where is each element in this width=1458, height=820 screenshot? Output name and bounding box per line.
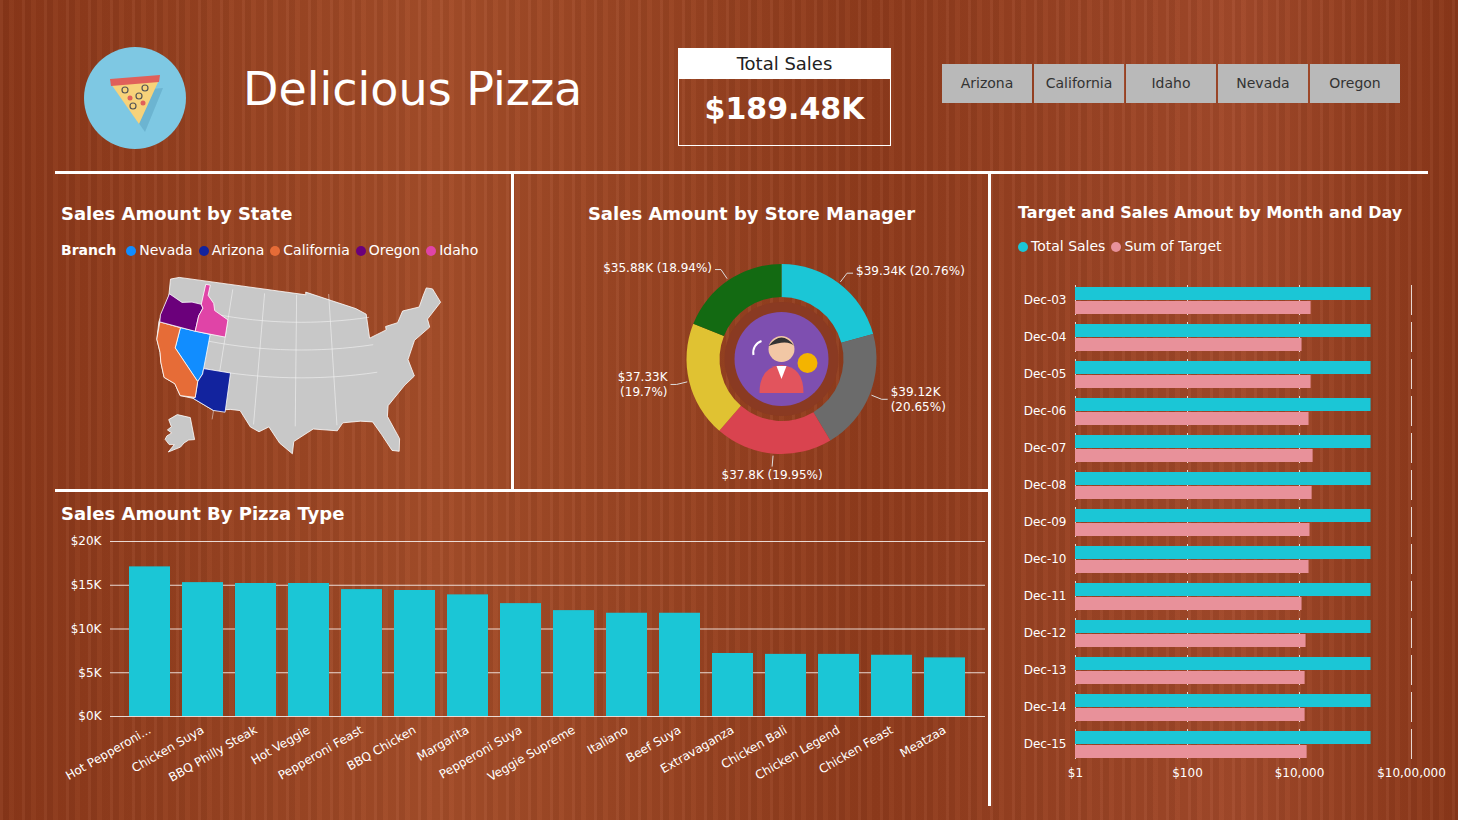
html-text:Branch: Branch	[61, 242, 117, 258]
html-text:Target and Sales Amout by Mont: Target and Sales Amout by Month and Day	[1018, 203, 1403, 222]
html-text:Total Sales: Total Sales	[1031, 238, 1106, 254]
svg-text:BBQ Philly Steak: BBQ Philly Steak	[166, 723, 259, 785]
svg-text:Dec-09: Dec-09	[1024, 515, 1067, 529]
svg-text:Meatzaa: Meatzaa	[897, 723, 948, 761]
svg-text:Veggie Supreme: Veggie Supreme	[485, 723, 577, 784]
html-text:$189.48K: $189.48K	[704, 91, 865, 126]
html-text:Nevada: Nevada	[1236, 75, 1290, 91]
html-text:California: California	[283, 242, 350, 258]
html-text:Arizona: Arizona	[960, 75, 1014, 91]
svg-text:Dec-06: Dec-06	[1024, 404, 1067, 418]
svg-text:Margarita: Margarita	[414, 722, 472, 764]
svg-text:Chicken Legend: Chicken Legend	[753, 723, 843, 783]
svg-text:Extravaganza: Extravaganza	[658, 722, 737, 777]
svg-text:$0K: $0K	[78, 709, 102, 723]
html-text:Total Sales: Total Sales	[736, 53, 833, 74]
svg-text:$37.8K (19.95%): $37.8K (19.95%)	[722, 468, 823, 482]
svg-text:Chicken Bali: Chicken Bali	[718, 722, 790, 772]
svg-text:BBQ Chicken: BBQ Chicken	[345, 723, 419, 774]
svg-text:Dec-14: Dec-14	[1024, 700, 1067, 714]
svg-text:Dec-08: Dec-08	[1024, 478, 1067, 492]
svg-text:Hot Pepperoni...: Hot Pepperoni...	[63, 723, 153, 783]
html-text:Sales Amount By Pizza Type: Sales Amount By Pizza Type	[61, 503, 345, 524]
svg-text:Pepperoni Suya: Pepperoni Suya	[436, 722, 525, 782]
svg-text:Dec-05: Dec-05	[1024, 367, 1067, 381]
svg-text:Pepperoni Feast: Pepperoni Feast	[276, 723, 366, 783]
html-text:Idaho: Idaho	[439, 242, 479, 258]
svg-text:Dec-10: Dec-10	[1024, 552, 1067, 566]
svg-text:Dec-12: Dec-12	[1024, 626, 1067, 640]
html-text:Delicious Pizza: Delicious Pizza	[243, 62, 583, 116]
svg-text:$5K: $5K	[78, 666, 102, 680]
svg-text:Dec-04: Dec-04	[1024, 330, 1067, 344]
html-text:Sales Amount by Store Manager: Sales Amount by Store Manager	[587, 203, 916, 224]
svg-text:$10,000: $10,000	[1275, 766, 1325, 780]
svg-text:$35.88K (18.94%): $35.88K (18.94%)	[603, 261, 712, 275]
svg-text:$39.12K(20.65%): $39.12K(20.65%)	[891, 385, 946, 414]
svg-text:Italiano: Italiano	[585, 723, 631, 757]
svg-text:$37.33K(19.7%): $37.33K(19.7%)	[618, 370, 669, 399]
svg-text:$15K: $15K	[71, 578, 103, 592]
svg-text:Dec-11: Dec-11	[1024, 589, 1067, 603]
svg-text:Dec-15: Dec-15	[1024, 737, 1067, 751]
svg-text:$20K: $20K	[71, 534, 103, 548]
svg-text:$1: $1	[1068, 766, 1083, 780]
html-text:Nevada: Nevada	[139, 242, 193, 258]
html-text:Oregon: Oregon	[368, 242, 421, 258]
html-text:Oregon: Oregon	[1329, 75, 1381, 91]
svg-text:$10K: $10K	[71, 622, 103, 636]
html-text:Arizona: Arizona	[211, 242, 265, 258]
svg-text:Chicken Feast: Chicken Feast	[816, 723, 895, 777]
html-text:California: California	[1045, 75, 1113, 91]
html-text:Sum of Target: Sum of Target	[1124, 238, 1222, 254]
html-text:Idaho: Idaho	[1151, 75, 1191, 91]
svg-text:Hot Veggie: Hot Veggie	[248, 722, 313, 768]
html-text:Sales Amount by State: Sales Amount by State	[61, 203, 293, 224]
svg-text:$100: $100	[1172, 766, 1203, 780]
svg-text:$39.34K (20.76%): $39.34K (20.76%)	[856, 264, 965, 278]
svg-text:Beef Suya: Beef Suya	[623, 722, 684, 766]
svg-text:Dec-07: Dec-07	[1024, 441, 1067, 455]
svg-text:Dec-13: Dec-13	[1024, 663, 1067, 677]
svg-text:Chicken Suya: Chicken Suya	[129, 722, 207, 776]
svg-text:Dec-03: Dec-03	[1024, 293, 1067, 307]
svg-text:$10,00,000: $10,00,000	[1377, 766, 1446, 780]
